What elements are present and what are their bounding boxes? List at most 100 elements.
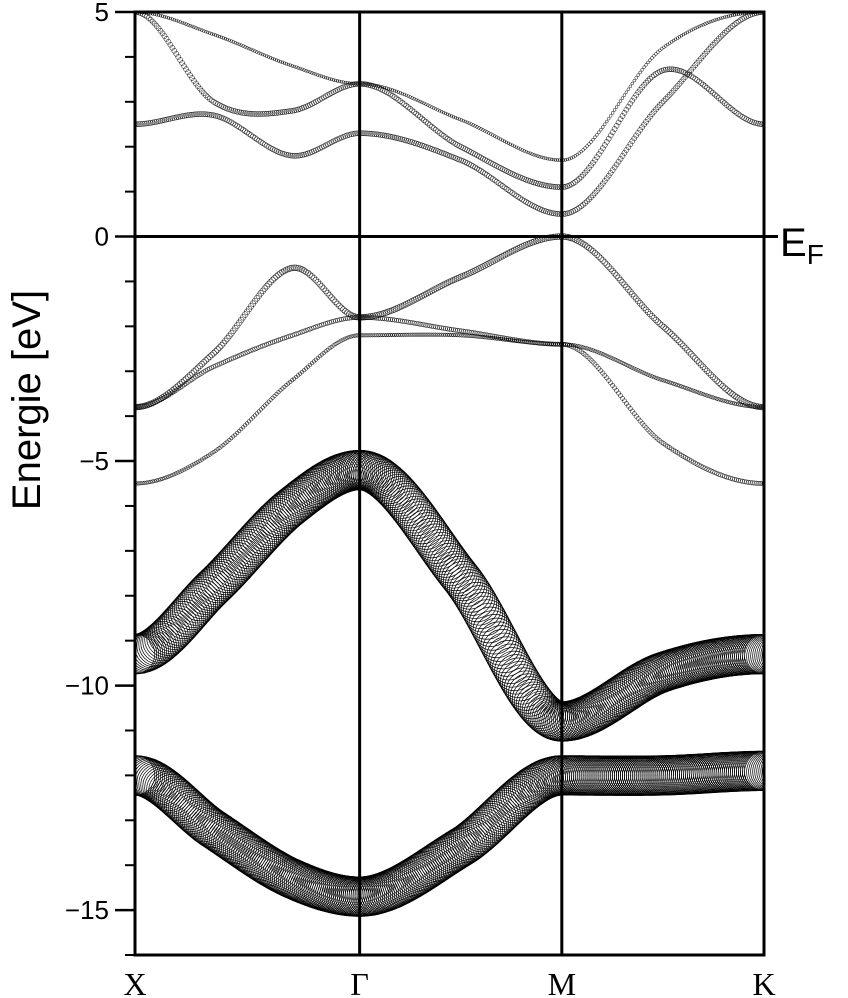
band-point bbox=[576, 175, 582, 182]
band-point bbox=[350, 452, 392, 493]
band-point bbox=[324, 289, 331, 297]
band-point bbox=[635, 297, 642, 305]
band-point bbox=[283, 108, 290, 115]
band-point bbox=[371, 83, 375, 87]
band-point bbox=[580, 172, 586, 178]
band-point bbox=[470, 606, 511, 647]
band-point bbox=[388, 87, 393, 92]
band-point bbox=[258, 139, 264, 145]
band-point bbox=[177, 380, 184, 388]
band-point bbox=[293, 264, 300, 271]
band-point bbox=[374, 131, 380, 138]
band-point bbox=[449, 569, 490, 610]
band-point bbox=[699, 23, 703, 28]
band-point bbox=[226, 332, 233, 340]
band-point bbox=[548, 210, 555, 216]
band-point bbox=[406, 332, 411, 337]
band-point bbox=[602, 142, 608, 148]
band-point bbox=[455, 116, 460, 121]
band-point bbox=[629, 138, 636, 145]
band-point bbox=[466, 599, 508, 640]
band-point bbox=[444, 135, 451, 142]
band-point bbox=[670, 66, 677, 73]
band-point bbox=[663, 379, 668, 384]
band-point bbox=[427, 122, 433, 128]
band-point bbox=[283, 151, 290, 158]
band-point bbox=[336, 302, 343, 310]
band-point bbox=[491, 133, 495, 137]
band-point bbox=[393, 95, 400, 102]
band-point bbox=[214, 101, 221, 107]
band-point bbox=[340, 306, 347, 313]
band-point bbox=[431, 332, 436, 337]
band-point bbox=[405, 104, 411, 111]
band-point bbox=[659, 100, 665, 106]
band-4 bbox=[135, 314, 764, 486]
band-point bbox=[448, 277, 455, 285]
band-point bbox=[135, 404, 138, 410]
band-point bbox=[399, 501, 441, 542]
band-point bbox=[351, 333, 356, 339]
band-point bbox=[593, 135, 597, 139]
band-point bbox=[490, 333, 496, 339]
band-point bbox=[196, 362, 203, 370]
band-point bbox=[149, 18, 156, 25]
band-point bbox=[173, 51, 180, 57]
band-point bbox=[271, 274, 278, 282]
band-point bbox=[285, 864, 327, 905]
band-point bbox=[639, 302, 646, 309]
band-point bbox=[456, 143, 463, 149]
band-point bbox=[147, 120, 154, 126]
band-point bbox=[540, 155, 544, 159]
band-point bbox=[527, 201, 533, 207]
band-point bbox=[601, 125, 605, 129]
band-point bbox=[729, 106, 736, 113]
band-point bbox=[585, 144, 589, 148]
band-point bbox=[698, 80, 704, 86]
band-point bbox=[599, 127, 603, 132]
band-point bbox=[610, 356, 615, 361]
band-point bbox=[331, 78, 336, 82]
band-point bbox=[508, 336, 513, 342]
band-point bbox=[173, 114, 180, 121]
band-point bbox=[697, 24, 701, 29]
band-point bbox=[277, 270, 284, 277]
band-point bbox=[212, 112, 219, 119]
band-point bbox=[171, 385, 178, 393]
band-point bbox=[151, 20, 158, 27]
band-point bbox=[214, 346, 221, 353]
band-point bbox=[690, 353, 697, 360]
band-point bbox=[164, 15, 169, 20]
band-point bbox=[554, 184, 561, 190]
band-point bbox=[323, 75, 328, 80]
band-point bbox=[704, 48, 710, 55]
band-point bbox=[722, 398, 727, 404]
band-point bbox=[414, 332, 419, 337]
band-point bbox=[712, 91, 718, 98]
band-point bbox=[475, 265, 483, 272]
band-point bbox=[229, 39, 234, 43]
band-point bbox=[500, 138, 505, 142]
band-point bbox=[666, 66, 673, 73]
band-point bbox=[178, 20, 182, 24]
band-point bbox=[574, 206, 581, 212]
band-point bbox=[447, 113, 452, 117]
band-point bbox=[425, 323, 431, 328]
band-point bbox=[630, 365, 635, 370]
band-point bbox=[710, 90, 716, 96]
band-point bbox=[483, 129, 487, 133]
band-point bbox=[263, 283, 270, 290]
band-point bbox=[753, 120, 759, 126]
band-point bbox=[518, 147, 522, 151]
band-point bbox=[342, 308, 349, 315]
band-point bbox=[585, 244, 593, 252]
band-point bbox=[195, 111, 201, 117]
band-point bbox=[686, 72, 693, 78]
band-point bbox=[174, 18, 178, 23]
band-point bbox=[664, 327, 671, 334]
band-point bbox=[701, 392, 706, 397]
band-point bbox=[265, 54, 269, 58]
band-point bbox=[468, 149, 474, 155]
band-point bbox=[733, 109, 740, 116]
band-point bbox=[750, 404, 755, 409]
